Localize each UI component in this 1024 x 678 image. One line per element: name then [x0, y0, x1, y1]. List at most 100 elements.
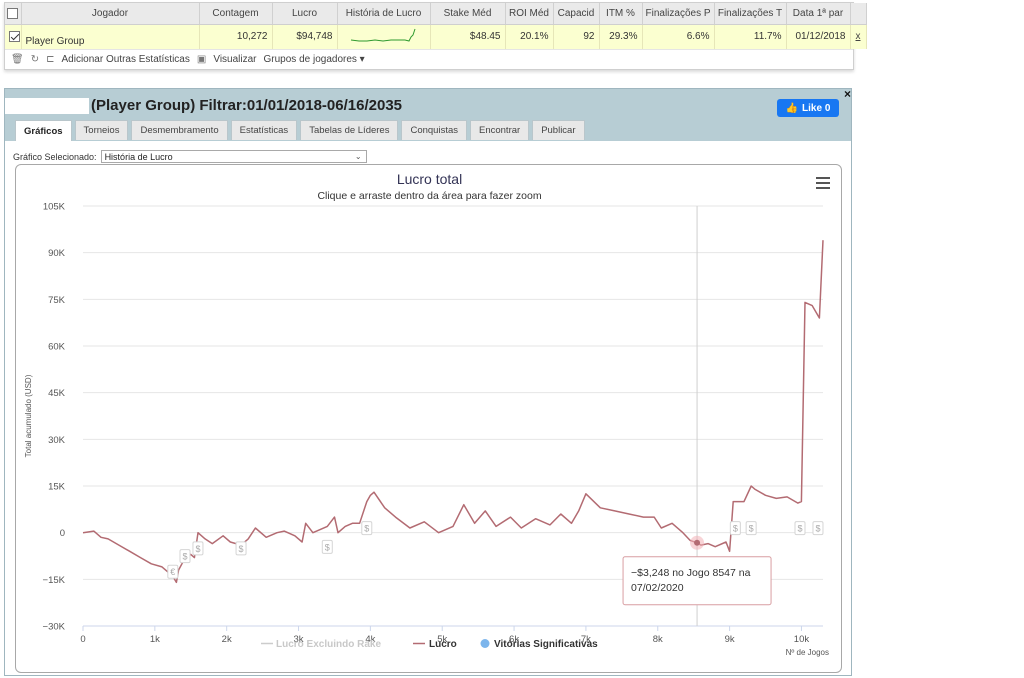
col-jogador[interactable]: Jogador: [21, 3, 200, 25]
chart-select[interactable]: História de Lucro ⌄: [100, 150, 367, 163]
x-tick-label: 0: [80, 634, 85, 645]
profit-sparkline: [337, 24, 431, 49]
thumbs-up-icon: 👍: [785, 102, 799, 114]
legend-item-lucro: Lucro: [429, 639, 457, 650]
chart-container[interactable]: Lucro total Clique e arraste dentro da ár…: [15, 164, 842, 673]
x-tick-label: 6k: [509, 634, 519, 645]
col-historia[interactable]: História de Lucro: [337, 3, 431, 25]
y-tick-label: 105K: [43, 202, 66, 213]
flag-box: [235, 541, 247, 556]
legend-swatch-wins: [480, 639, 490, 648]
flag-box: [745, 521, 757, 536]
x-tick-label: 9k: [725, 634, 735, 645]
results-table: Jogador Contagem Lucro História de Lucro…: [4, 2, 867, 70]
tab-encontrar[interactable]: Encontrar: [470, 120, 530, 140]
tooltip-line: 07/02/2020: [631, 582, 684, 594]
col-data[interactable]: Data 1ª par: [786, 3, 851, 25]
col-itm[interactable]: ITM %: [599, 3, 643, 25]
flag-symbol: $: [749, 524, 754, 534]
chart-select-label: Gráfico Selecionado:: [13, 151, 97, 162]
significant-win-flag: $: [192, 541, 204, 556]
table-toolbar: 🗑 ↻ ⊏ Adicionar Outras Estatísticas ▣ Vi…: [5, 49, 853, 69]
col-stake[interactable]: Stake Méd: [430, 3, 506, 25]
chart-select-value: História de Lucro: [104, 151, 173, 162]
sparkline-chart: [350, 29, 415, 42]
flag-symbol: $: [733, 524, 738, 534]
col-final-p[interactable]: Finalizações P: [642, 3, 715, 25]
facebook-like-button[interactable]: 👍 Like 0: [777, 99, 839, 117]
like-label: Like 0: [802, 102, 831, 114]
close-icon[interactable]: ×: [843, 87, 851, 101]
y-tick-label: 30K: [48, 435, 66, 446]
y-tick-label: 45K: [48, 388, 66, 399]
flag-symbol: $: [239, 544, 244, 554]
legend-item-wins: Vitórias Significativas: [494, 639, 598, 650]
significant-win-flag: $: [179, 549, 191, 564]
col-roi[interactable]: ROI Méd: [505, 3, 554, 25]
flag-box: [167, 564, 179, 579]
view-button[interactable]: Visualizar: [213, 54, 257, 65]
profit-chart[interactable]: Lucro total Clique e arraste dentro da ár…: [16, 165, 841, 672]
col-capacid[interactable]: Capacid: [553, 3, 600, 25]
player-name[interactable]: Player Group: [21, 24, 200, 49]
flag-box: [361, 521, 373, 536]
table-row[interactable]: Player Group 10,272 $94,748 $48.45 20.1%…: [5, 24, 867, 49]
cell-itm: 29.3%: [599, 24, 643, 49]
tab-desmembramento[interactable]: Desmembramento: [131, 120, 228, 140]
flag-box: [192, 541, 204, 556]
y-axis-title: Total acumulado (USD): [24, 374, 33, 457]
significant-win-flag: $: [745, 521, 757, 536]
refresh-icon[interactable]: ↻: [30, 54, 40, 65]
flag-symbol: $: [798, 524, 803, 534]
player-groups-dropdown[interactable]: Grupos de jogadores ▾: [263, 54, 365, 65]
x-tick-label: 8k: [653, 634, 663, 645]
chart-subtitle: Clique e arraste dentro da área para faz…: [317, 190, 541, 202]
flag-symbol: $: [325, 542, 330, 552]
highlight-point: [694, 539, 701, 546]
tab-estatisticas[interactable]: Estatísticas: [230, 120, 298, 140]
chart-title: Lucro total: [397, 171, 462, 187]
tab-torneios[interactable]: Torneios: [74, 120, 129, 140]
remove-row-link[interactable]: x: [850, 24, 867, 49]
flag-symbol: $: [815, 524, 820, 534]
y-tick-label: 0: [60, 528, 65, 539]
x-axis-title: Nº de Jogos: [786, 648, 829, 657]
tab-tabelas-lideres[interactable]: Tabelas de Líderes: [300, 120, 399, 140]
y-tick-label: 60K: [48, 342, 66, 353]
flag-box: [794, 521, 806, 536]
cell-roi: 20.1%: [505, 24, 554, 49]
checkbox-checked-icon: [9, 31, 20, 43]
flag-symbol: $: [364, 524, 369, 534]
x-tick-label: 2k: [222, 634, 232, 645]
y-tick-label: −30K: [43, 622, 66, 633]
select-all-checkbox[interactable]: [5, 3, 22, 25]
x-tick-label: 5k: [437, 634, 447, 645]
menu-icon-bar-0: [816, 177, 830, 179]
significant-win-flag: $: [812, 521, 824, 536]
tab-bar: Gráficos Torneios Desmembramento Estatís…: [15, 120, 585, 141]
tab-conquistas[interactable]: Conquistas: [401, 120, 467, 140]
x-tick-label: 4k: [365, 634, 375, 645]
significant-win-flag: $: [729, 521, 741, 536]
tab-publicar[interactable]: Publicar: [532, 120, 585, 140]
link-icon: ⊏: [46, 54, 55, 65]
col-final-t[interactable]: Finalizações T: [714, 3, 787, 25]
y-tick-label: 15K: [48, 482, 66, 493]
add-stats-button[interactable]: Adicionar Outras Estatísticas: [61, 54, 190, 65]
col-lucro[interactable]: Lucro: [272, 3, 338, 25]
x-tick-label: 3k: [294, 634, 304, 645]
row-checkbox[interactable]: [5, 24, 22, 49]
tab-graficos[interactable]: Gráficos: [15, 120, 72, 141]
image-icon: ▣: [196, 54, 207, 65]
cell-stake: $48.45: [430, 24, 506, 49]
cell-final-p: 6.6%: [642, 24, 715, 49]
cell-count: 10,272: [199, 24, 273, 49]
trash-icon[interactable]: 🗑: [11, 54, 24, 65]
y-tick-label: 75K: [48, 295, 66, 306]
cell-profit: $94,748: [272, 24, 338, 49]
col-contagem[interactable]: Contagem: [199, 3, 273, 25]
flag-symbol: $: [183, 552, 188, 562]
chart-selector-row: Gráfico Selecionado: História de Lucro ⌄: [13, 150, 367, 163]
significant-win-flag: $: [361, 521, 373, 536]
